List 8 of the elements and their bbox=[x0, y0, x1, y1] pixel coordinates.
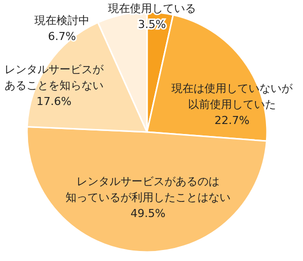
slice-label: レンタルサービスがあることを知らない bbox=[4, 63, 104, 92]
slice-label: 現在使用している bbox=[108, 2, 196, 15]
data-label: 49.5% bbox=[130, 207, 166, 220]
slice-label: レンタルサービスがあるのは知っているが利用したことはない bbox=[66, 175, 230, 204]
data-label: 6.7% bbox=[48, 30, 76, 43]
data-label: 22.7% bbox=[214, 114, 250, 127]
slice-label: 現在検討中 bbox=[34, 14, 90, 27]
data-label: 17.6% bbox=[36, 95, 72, 108]
